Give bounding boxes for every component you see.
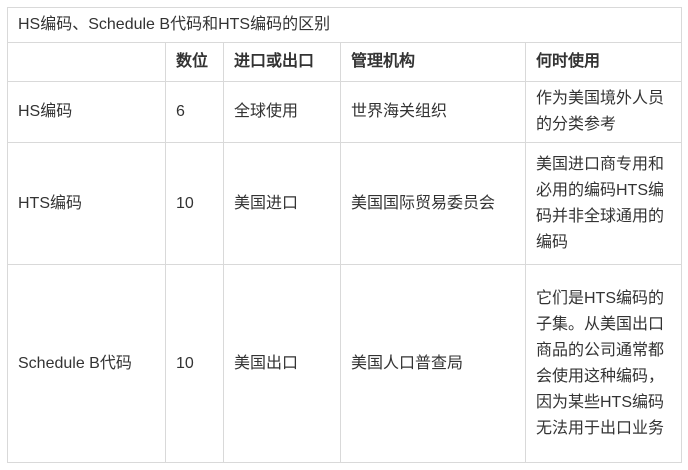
table-row-hts-code: HTS编码 10 美国进口 美国国际贸易委员会 美国进口商专用和必用的编码HTS… <box>7 142 683 265</box>
cell-agency: 美国国际贸易委员会 <box>340 142 526 265</box>
table-row-schedule-b-code: Schedule B代码 10 美国出口 美国人口普查局 它们是HTS编码的子集… <box>7 264 683 463</box>
cell-agency: 美国人口普查局 <box>340 264 526 463</box>
cell-digits: 6 <box>165 81 224 143</box>
table-row-hs-code: HS编码 6 全球使用 世界海关组织 作为美国境外人员的分类参考 <box>7 81 683 143</box>
cell-digits: 10 <box>165 264 224 463</box>
header-digits: 数位 <box>165 42 224 82</box>
cell-code-name: Schedule B代码 <box>7 264 166 463</box>
header-when-used: 何时使用 <box>524 42 683 82</box>
cell-when-used: 作为美国境外人员的分类参考 <box>524 81 683 143</box>
header-import-export: 进口或出口 <box>223 42 341 82</box>
header-agency: 管理机构 <box>340 42 526 82</box>
cell-import-export: 全球使用 <box>223 81 341 143</box>
cell-digits: 10 <box>165 142 224 265</box>
cell-import-export: 美国进口 <box>223 142 341 265</box>
table-title: HS编码、Schedule B代码和HTS编码的区别 <box>6 7 683 43</box>
cell-agency: 世界海关组织 <box>340 81 526 143</box>
cell-import-export: 美国出口 <box>223 264 341 463</box>
cell-code-name: HTS编码 <box>7 142 166 265</box>
title-row: HS编码、Schedule B代码和HTS编码的区别 <box>6 7 683 43</box>
cell-when-used: 它们是HTS编码的子集。从美国出口商品的公司通常都会使用这种编码，因为某些HTS… <box>524 264 683 463</box>
cell-when-used: 美国进口商专用和必用的编码HTS编码并非全球通用的编码 <box>524 142 683 265</box>
header-row: 数位 进口或出口 管理机构 何时使用 <box>7 42 683 82</box>
header-name-blank <box>7 42 166 82</box>
code-comparison-table: HS编码、Schedule B代码和HTS编码的区别 数位 进口或出口 管理机构… <box>6 7 683 463</box>
cell-code-name: HS编码 <box>7 81 166 143</box>
